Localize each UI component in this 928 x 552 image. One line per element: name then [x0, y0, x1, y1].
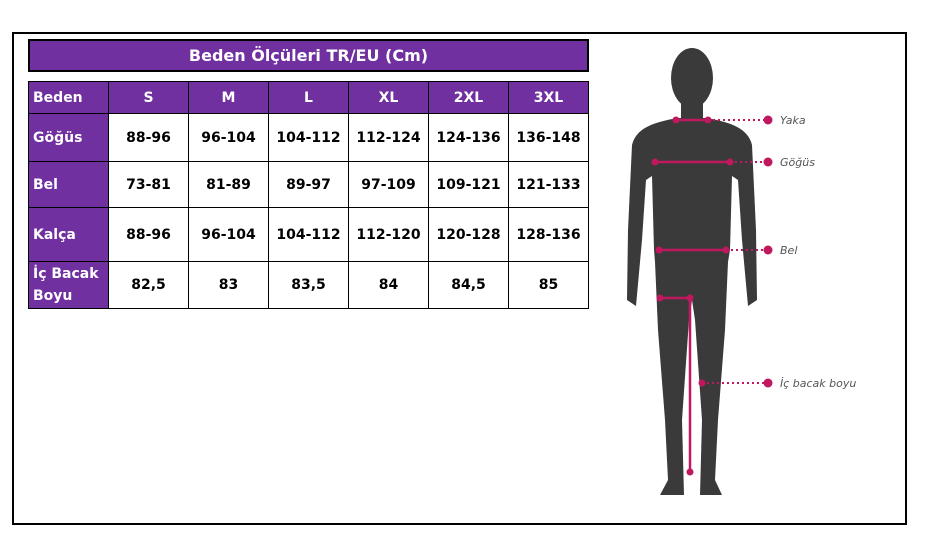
dot — [698, 379, 706, 387]
neck — [681, 100, 703, 122]
row-header: Göğüs — [28, 113, 109, 162]
header-cell: 2XL — [428, 81, 509, 114]
dot — [655, 246, 663, 254]
cell: 120-128 — [428, 207, 509, 262]
cell: 104-112 — [268, 207, 349, 262]
dot — [763, 157, 773, 167]
cell: 112-124 — [348, 113, 429, 162]
dot — [763, 378, 773, 388]
dot — [763, 245, 773, 255]
cell: 109-121 — [428, 161, 509, 208]
header-cell: M — [188, 81, 269, 114]
figure-label: Bel — [780, 244, 797, 257]
dots — [651, 115, 773, 476]
cell: 124-136 — [428, 113, 509, 162]
table-title: Beden Ölçüleri TR/EU (Cm) — [28, 39, 589, 72]
cell: 104-112 — [268, 113, 349, 162]
dot — [722, 246, 730, 254]
silhouette — [627, 118, 757, 495]
header-cell: 3XL — [508, 81, 589, 114]
size-table: Beden S M L XL 2XL 3XL Göğüs 88-96 96-104 104-112 1… — [28, 81, 589, 309]
measure-lines — [651, 115, 773, 476]
row-header: İç Bacak Boyu — [28, 261, 109, 309]
header-row: Beden S M L XL 2XL 3XL — [28, 81, 589, 114]
cell: 81-89 — [188, 161, 269, 208]
row-header: Bel — [28, 161, 109, 208]
cell: 96-104 — [188, 207, 269, 262]
leader-lines — [702, 119, 768, 384]
dot — [763, 115, 773, 125]
dot — [726, 158, 734, 166]
cell: 84 — [348, 261, 429, 309]
cell: 136-148 — [508, 113, 589, 162]
cell: 84,5 — [428, 261, 509, 309]
figure-label: Göğüs — [780, 156, 815, 169]
figure-label: Yaka — [780, 114, 806, 127]
frame — [12, 32, 907, 525]
dot — [704, 116, 712, 124]
dot — [656, 294, 664, 302]
table-row: İç Bacak Boyu 82,5 83 83,5 84 84,5 85 — [28, 261, 589, 309]
dot — [651, 158, 659, 166]
header-cell: L — [268, 81, 349, 114]
header-cell: XL — [348, 81, 429, 114]
table-row: Bel 73-81 81-89 89-97 97-109 109-121 121-133 — [28, 161, 589, 208]
figure-label: İç bacak boyu — [780, 377, 856, 390]
cell: 88-96 — [108, 207, 189, 262]
head — [671, 48, 713, 108]
cell: 82,5 — [108, 261, 189, 309]
dot — [672, 116, 680, 124]
cell: 88-96 — [108, 113, 189, 162]
cell: 83 — [188, 261, 269, 309]
dot — [686, 468, 694, 476]
dot — [686, 294, 694, 302]
cell: 85 — [508, 261, 589, 309]
